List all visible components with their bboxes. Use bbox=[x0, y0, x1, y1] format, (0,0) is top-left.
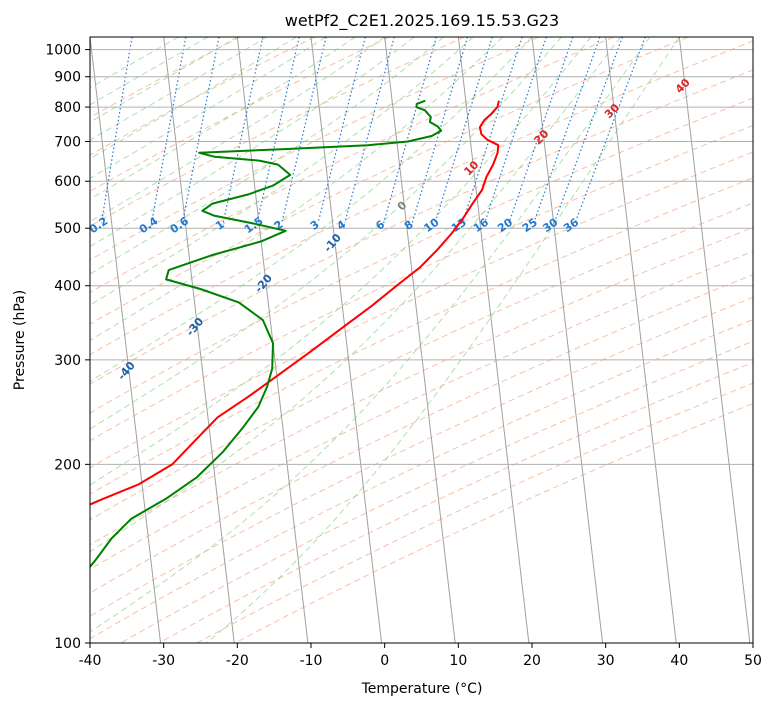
x-tick-label: 50 bbox=[744, 653, 762, 669]
dry-adiabat-line bbox=[90, 37, 540, 261]
dry-adiabat-line bbox=[90, 37, 315, 156]
isotherms bbox=[90, 37, 753, 643]
dry-adiabat-line bbox=[90, 37, 689, 325]
plot-area: 0.10.20.40.611.52346810131620253036-100-… bbox=[90, 37, 753, 643]
y-tick-label: 1000 bbox=[45, 43, 81, 59]
dry-adiabat-line bbox=[196, 382, 753, 643]
isotherm-line bbox=[163, 37, 235, 643]
y-tick-label: 900 bbox=[54, 70, 81, 86]
moist-adiabat-line bbox=[90, 37, 268, 141]
y-tick-label: 700 bbox=[54, 134, 81, 150]
moist-adiabat-line bbox=[90, 37, 621, 553]
x-axis-label: Temperature (°C) bbox=[361, 681, 483, 697]
moist-adiabat-line bbox=[90, 37, 562, 430]
x-tick-label: 20 bbox=[523, 653, 541, 669]
moist-adiabat-line bbox=[90, 37, 592, 486]
mixing-ratio-line bbox=[434, 37, 493, 224]
isotherm-line bbox=[384, 37, 456, 643]
mixing-ratio-line bbox=[574, 37, 646, 224]
moist-adiabat-line bbox=[90, 37, 651, 633]
temperature-profile-line bbox=[90, 100, 500, 506]
dry-adiabat-line bbox=[90, 37, 241, 118]
isotherm-line bbox=[531, 37, 604, 643]
x-tick-label: -20 bbox=[226, 653, 249, 669]
y-tick-label: 400 bbox=[54, 279, 81, 295]
x-tick-label: -30 bbox=[152, 653, 175, 669]
dewpoint-profile-line bbox=[90, 99, 443, 569]
y-tick-label: 500 bbox=[54, 221, 81, 237]
x-tick-label: 10 bbox=[449, 653, 467, 669]
moist-adiabat-line bbox=[90, 37, 238, 123]
dry-adiabat-line bbox=[90, 124, 753, 442]
moist-adiabat-line bbox=[90, 37, 503, 341]
y-tick-label: 200 bbox=[54, 457, 81, 473]
moist-adiabat-line bbox=[90, 37, 179, 89]
isotherm-line bbox=[310, 37, 383, 643]
mixing-ratio-line bbox=[100, 37, 133, 224]
y-axis-label: Pressure (hPa) bbox=[12, 290, 28, 390]
dry-adiabat-line bbox=[90, 37, 614, 294]
mixing-ratio-line bbox=[344, 37, 395, 224]
x-tick-label: -10 bbox=[300, 653, 323, 669]
isotherm-line bbox=[678, 37, 751, 643]
profile-series bbox=[90, 99, 500, 569]
x-tick-label: 40 bbox=[670, 653, 688, 669]
y-tick-label: 800 bbox=[54, 100, 81, 116]
y-tick-label: 300 bbox=[54, 353, 81, 369]
x-tick-label: 30 bbox=[597, 653, 615, 669]
x-axis-ticks: -40 -30 -20 -10 0 10 20 30 40 50 bbox=[79, 643, 762, 669]
moist-adiabat-line bbox=[90, 37, 297, 160]
dry-adiabat-line bbox=[90, 250, 753, 570]
mixing-ratio-line bbox=[383, 37, 437, 224]
moist-adiabat-line bbox=[206, 37, 680, 643]
x-tick-label: -40 bbox=[79, 653, 102, 669]
dry-adiabat-line bbox=[90, 151, 753, 469]
mixing-ratio-line bbox=[553, 37, 623, 224]
pressure-gridlines bbox=[90, 49, 753, 643]
mixing-ratio-line bbox=[484, 37, 547, 224]
chart-title: wetPf2_C2E1.2025.169.15.53.G23 bbox=[285, 11, 559, 31]
y-tick-label: 100 bbox=[54, 636, 81, 652]
moist-adiabat-line bbox=[90, 37, 385, 223]
x-tick-label: 0 bbox=[380, 653, 389, 669]
isotherm-line bbox=[605, 37, 677, 643]
isotherm-line bbox=[457, 37, 530, 643]
dry-adiabat-line bbox=[90, 274, 753, 594]
y-axis-ticks: 100 200 300 400 500 600 700 800 900 1000 bbox=[45, 43, 90, 652]
dry-adiabat-line bbox=[90, 177, 753, 495]
moist-adiabat-line bbox=[90, 37, 533, 382]
dry-adiabat-line bbox=[90, 97, 753, 414]
moist-adiabat-line bbox=[90, 37, 209, 106]
mixing-ratio-lines bbox=[100, 37, 646, 224]
mixing-ratio-line bbox=[508, 37, 574, 224]
plot-frame bbox=[89, 36, 754, 644]
moist-adiabat-line bbox=[90, 37, 415, 248]
moist-adiabats bbox=[90, 37, 680, 643]
mixing-ratio-line bbox=[461, 37, 523, 224]
dry-adiabat-line bbox=[90, 318, 753, 640]
mixing-ratio-line bbox=[533, 37, 601, 224]
dry-adiabat-line bbox=[120, 340, 753, 643]
moist-adiabat-line bbox=[90, 37, 474, 306]
dry-adiabat-line bbox=[90, 69, 753, 385]
mixing-ratio-line bbox=[317, 37, 366, 224]
isotherm-line bbox=[90, 37, 162, 643]
y-tick-label: 600 bbox=[54, 174, 81, 190]
